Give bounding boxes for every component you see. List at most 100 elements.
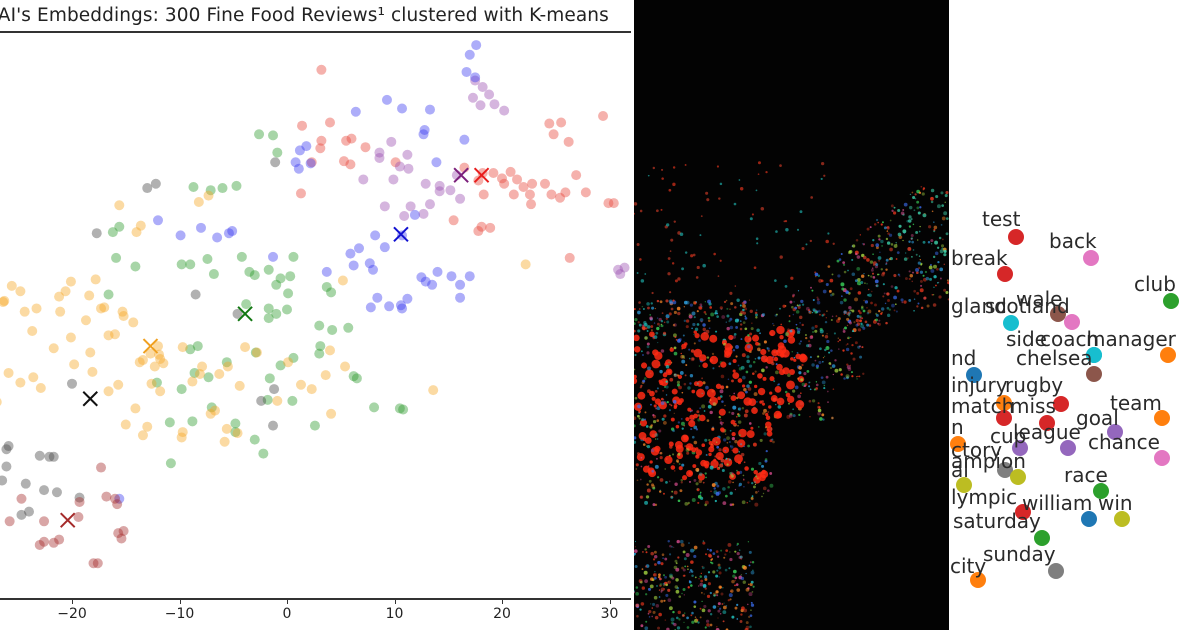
data-point — [354, 243, 365, 254]
data-point — [236, 251, 247, 262]
data-point — [196, 222, 206, 233]
kmeans-scatter-panel: OpenAI's Embeddings: 300 Fine Food Revie… — [0, 5, 631, 622]
word-label: sunday — [983, 542, 1056, 566]
data-point — [263, 264, 274, 275]
word-label: william — [1022, 491, 1093, 515]
data-point — [231, 180, 242, 191]
data-point — [205, 408, 216, 419]
data-point — [340, 361, 351, 372]
data-point — [288, 251, 299, 262]
word-label: city — [950, 554, 987, 578]
data-point — [158, 358, 169, 369]
data-point — [555, 192, 566, 203]
data-point — [51, 487, 62, 498]
cluster-black — [0, 157, 281, 520]
word-label: club — [1134, 272, 1176, 296]
data-point — [194, 369, 205, 380]
data-point — [103, 330, 114, 341]
data-point — [177, 427, 188, 438]
word-label: race — [1064, 463, 1108, 487]
x-tick-label: 30 — [600, 606, 619, 622]
data-point — [3, 367, 14, 378]
data-point — [326, 287, 337, 298]
data-point — [316, 135, 327, 146]
word-point — [1034, 530, 1050, 546]
centroid-orange-marker — [142, 338, 159, 354]
data-point — [142, 421, 153, 432]
word-label: n — [951, 415, 964, 439]
word-point — [1081, 511, 1097, 527]
data-point — [432, 266, 443, 277]
data-point — [608, 198, 619, 209]
data-point — [358, 174, 369, 185]
data-point — [603, 198, 614, 209]
data-point — [294, 145, 305, 156]
word-point — [1039, 415, 1055, 431]
data-point — [114, 493, 125, 504]
data-point — [420, 276, 431, 287]
data-point — [155, 353, 166, 364]
data-point — [290, 157, 301, 168]
word-point — [1114, 511, 1130, 527]
centroid-brown-marker — [59, 512, 76, 528]
data-point — [84, 290, 95, 301]
data-point — [203, 190, 214, 201]
data-point — [321, 281, 332, 292]
data-point — [419, 125, 430, 135]
data-point — [69, 359, 80, 370]
data-point — [107, 227, 118, 238]
word-label: ampion — [951, 449, 1026, 473]
data-point — [0, 398, 2, 406]
word-label: cup — [990, 424, 1027, 448]
data-point — [390, 157, 401, 168]
data-point — [270, 157, 281, 168]
data-point — [114, 200, 125, 211]
data-point — [459, 134, 470, 145]
data-point — [505, 166, 516, 177]
word-point — [996, 410, 1012, 426]
data-point — [368, 264, 378, 275]
data-point — [434, 180, 445, 191]
data-point — [202, 254, 213, 264]
data-point — [177, 342, 188, 353]
data-point — [39, 516, 50, 527]
data-point — [203, 372, 214, 383]
data-point — [230, 427, 241, 438]
data-point — [165, 458, 176, 469]
data-point — [619, 262, 630, 273]
word-point — [1154, 410, 1170, 426]
data-point — [221, 357, 232, 368]
word-point — [1064, 314, 1080, 330]
x-tick-label: 20 — [493, 606, 511, 622]
data-point — [287, 395, 298, 406]
data-point — [544, 118, 555, 129]
word-point — [956, 477, 972, 493]
word-point — [1008, 229, 1024, 245]
word-point — [966, 367, 982, 383]
cluster-red — [295, 64, 619, 263]
data-point — [155, 386, 166, 397]
data-point — [113, 379, 124, 390]
cluster-green — [103, 129, 409, 469]
word-label: saturday — [953, 509, 1041, 533]
data-point — [128, 317, 139, 328]
data-point — [137, 355, 148, 366]
data-point — [110, 493, 120, 504]
word-label: break — [951, 246, 1008, 270]
data-point — [477, 82, 488, 92]
word-label: team — [1110, 391, 1162, 415]
data-point — [473, 226, 484, 237]
data-point — [338, 156, 349, 167]
data-point — [164, 417, 175, 428]
data-point — [230, 418, 241, 429]
data-point — [268, 251, 279, 262]
centroid-green-marker — [237, 306, 253, 322]
data-point — [374, 152, 385, 163]
data-point — [16, 509, 27, 520]
data-point — [467, 92, 478, 103]
data-point — [206, 402, 217, 413]
data-point — [497, 173, 507, 184]
data-point — [345, 159, 356, 170]
word-label: lympic — [951, 485, 1018, 509]
data-point — [337, 275, 348, 286]
